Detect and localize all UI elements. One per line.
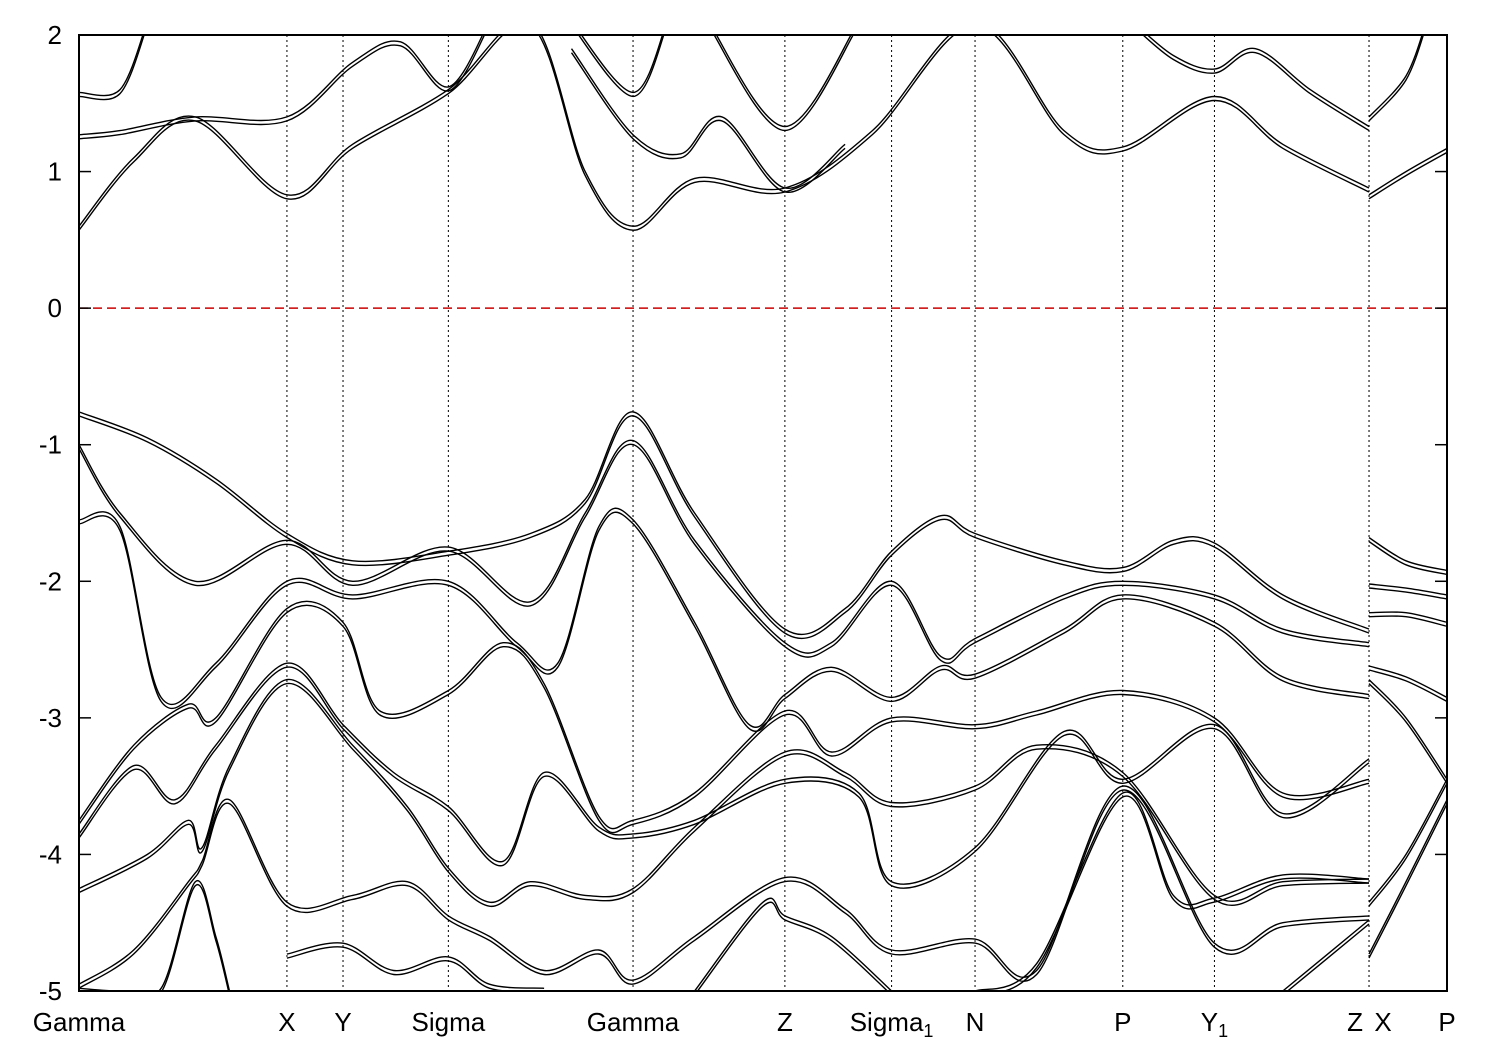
band-line (1146, 35, 1370, 128)
band-line (694, 897, 893, 991)
x-tick-label: X (1374, 1007, 1391, 1037)
band-line (974, 791, 1370, 991)
x-tick-label: Sigma (412, 1007, 486, 1037)
y-tick-label: -5 (39, 976, 62, 1006)
band-line-twin (79, 511, 1370, 732)
band-line-twin (1142, 35, 1370, 132)
band-line-twin (79, 682, 1370, 907)
band-line (79, 507, 1370, 728)
band-line (286, 942, 545, 989)
plot-frame (78, 34, 1448, 992)
band-line (79, 678, 1370, 903)
band-line-twin (79, 443, 1370, 664)
y-tick-label: -1 (39, 430, 62, 460)
y-tick-label: 1 (48, 157, 62, 187)
band-line (1368, 35, 1423, 118)
band-line (570, 48, 846, 189)
band-line-twin (713, 35, 854, 132)
band-line-twin (1001, 795, 1370, 991)
band-line (1368, 778, 1447, 903)
band-lines (79, 35, 1447, 991)
y-tick-label: 0 (48, 293, 62, 323)
band-line-twin (1368, 803, 1447, 959)
y-tick-label: -3 (39, 703, 62, 733)
y-axis: 2 1 0 -1 -2 -3 -4 -5 (39, 20, 1447, 1006)
band-line-twin (1368, 541, 1447, 576)
x-tick-label: P (1114, 1007, 1131, 1037)
y-tick-label: -4 (39, 839, 62, 869)
band-line-twin (1368, 35, 1425, 122)
band-line (79, 880, 231, 991)
band-line (1368, 147, 1447, 196)
band-line (1368, 799, 1447, 955)
y-tick-label: 2 (48, 20, 62, 50)
kpoint-gridlines (286, 35, 1370, 991)
band-line (79, 35, 484, 136)
band-line-twin (286, 946, 514, 991)
x-tick-label: Y (334, 1007, 351, 1037)
x-tick-label: Z (1347, 1007, 1363, 1037)
band-line (79, 35, 144, 97)
band-line (715, 35, 852, 128)
band-line-twin (1368, 587, 1447, 600)
x-tick-label: P (1438, 1007, 1455, 1037)
x-tick-label: Gamma (33, 1007, 126, 1037)
band-line-twin (79, 789, 1370, 989)
band-line (1368, 537, 1447, 572)
band-line-twin (1368, 669, 1447, 703)
y-tick-label: -2 (39, 566, 62, 596)
band-line (79, 600, 1370, 830)
x-tick-label: Gamma (587, 1007, 680, 1037)
band-line-twin (1368, 615, 1447, 627)
x-tick-label: Y1 (1201, 1007, 1228, 1041)
band-line-twin (79, 35, 1370, 231)
band-line (1368, 679, 1447, 780)
band-line-twin (79, 666, 1370, 889)
band-line-twin (1368, 151, 1447, 200)
band-line (79, 439, 1370, 660)
band-line-twin (570, 52, 846, 193)
band-line-twin (161, 884, 230, 991)
band-line-twin (696, 901, 889, 991)
x-tick-label: Z (777, 1007, 793, 1037)
band-line (1368, 665, 1447, 699)
band-line (580, 35, 664, 94)
x-tick-label: Sigma1 (850, 1007, 934, 1041)
band-line (1282, 919, 1370, 991)
band-line-twin (1368, 683, 1447, 784)
x-tick-label: N (966, 1007, 985, 1037)
x-tick-label: X (278, 1007, 295, 1037)
band-line-twin (1286, 923, 1370, 991)
band-line (79, 662, 1370, 885)
band-line-twin (79, 604, 1370, 834)
x-axis: Gamma X Y Sigma Gamma Z Sigma1 N P Y1 Z X P (33, 1007, 1456, 1041)
band-line-twin (1368, 782, 1447, 907)
band-line (1368, 611, 1447, 623)
band-line (1368, 583, 1447, 596)
band-line (79, 411, 1370, 636)
band-line-twin (79, 35, 145, 101)
band-line (79, 35, 1370, 227)
